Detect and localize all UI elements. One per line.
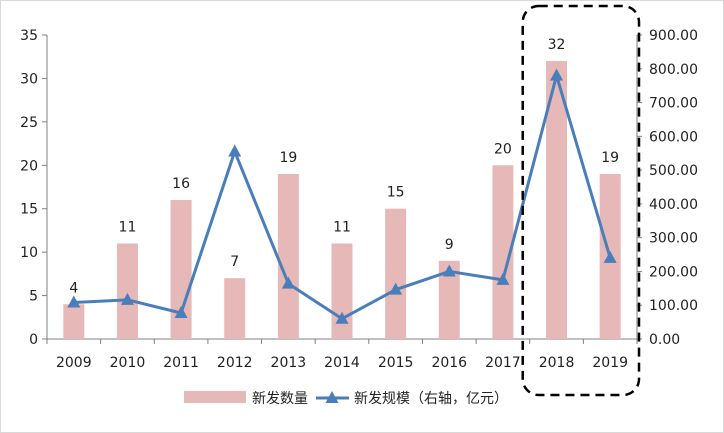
bar	[438, 260, 460, 339]
x-tick-label: 2016	[431, 355, 467, 371]
x-tick-label: 2012	[217, 355, 253, 371]
x-tick-label: 2010	[110, 355, 146, 371]
bar	[492, 165, 514, 339]
line-point-marker	[389, 282, 403, 295]
bar-data-label: 32	[548, 37, 566, 53]
line-point-marker	[335, 311, 349, 324]
x-tick-label: 2011	[163, 355, 199, 371]
left-tick-label: 25	[20, 115, 38, 131]
bar-data-label: 11	[119, 219, 137, 235]
line-point-marker	[281, 276, 295, 289]
bar-data-label: 9	[445, 237, 454, 253]
bar	[546, 61, 568, 340]
bar-data-label: 20	[494, 141, 512, 157]
right-tick-label: 0.00	[649, 332, 680, 348]
left-tick-label: 15	[20, 202, 38, 218]
bar	[116, 243, 138, 339]
highlight-box	[521, 4, 641, 397]
bar-data-label: 19	[279, 150, 297, 166]
x-tick-label: 2015	[378, 355, 414, 371]
bar	[331, 243, 353, 339]
bar	[224, 278, 246, 339]
bar-data-label: 4	[69, 280, 78, 296]
right-tick-label: 400.00	[649, 197, 698, 213]
legend-label-bar: 新发数量	[252, 391, 308, 407]
bar-data-label: 11	[333, 219, 351, 235]
line-point-marker	[174, 305, 188, 318]
left-tick-label: 20	[20, 158, 38, 174]
line-point-marker	[496, 272, 510, 285]
x-tick-label: 2018	[539, 355, 575, 371]
x-tick-label: 2013	[271, 355, 307, 371]
left-tick-label: 0	[29, 332, 38, 348]
left-tick-label: 10	[20, 245, 38, 261]
bar	[277, 173, 299, 339]
left-tick-label: 35	[20, 28, 38, 44]
legend-line-marker	[325, 391, 339, 403]
left-tick-label: 5	[29, 289, 38, 305]
right-tick-label: 100.00	[649, 298, 698, 314]
bar	[385, 208, 407, 339]
line-point-marker	[67, 295, 81, 308]
right-tick-label: 800.00	[649, 62, 698, 78]
left-tick-label: 30	[20, 71, 38, 87]
line-point-marker	[228, 144, 242, 157]
x-tick-label: 2019	[592, 355, 628, 371]
bar-data-label: 19	[601, 150, 619, 166]
legend-label-line: 新发规模（右轴，亿元）	[354, 391, 508, 407]
line-point-marker	[120, 292, 134, 305]
legend-bar-swatch	[184, 391, 246, 403]
bar	[63, 304, 85, 339]
x-tick-label: 2009	[56, 355, 92, 371]
right-tick-label: 300.00	[649, 231, 698, 247]
line-point-marker	[550, 68, 564, 81]
line-point-marker	[442, 264, 456, 277]
right-tick-label: 600.00	[649, 129, 698, 145]
bar	[170, 200, 192, 339]
bar-data-label: 16	[172, 176, 190, 192]
x-tick-label: 2014	[324, 355, 360, 371]
bar-data-label: 15	[387, 185, 405, 201]
right-tick-label: 200.00	[649, 264, 698, 280]
right-tick-label: 500.00	[649, 163, 698, 179]
line-point-marker	[603, 250, 617, 263]
right-tick-label: 900.00	[649, 28, 698, 44]
right-tick-label: 700.00	[649, 96, 698, 112]
x-tick-label: 2017	[485, 355, 521, 371]
bar-data-label: 7	[230, 254, 239, 270]
